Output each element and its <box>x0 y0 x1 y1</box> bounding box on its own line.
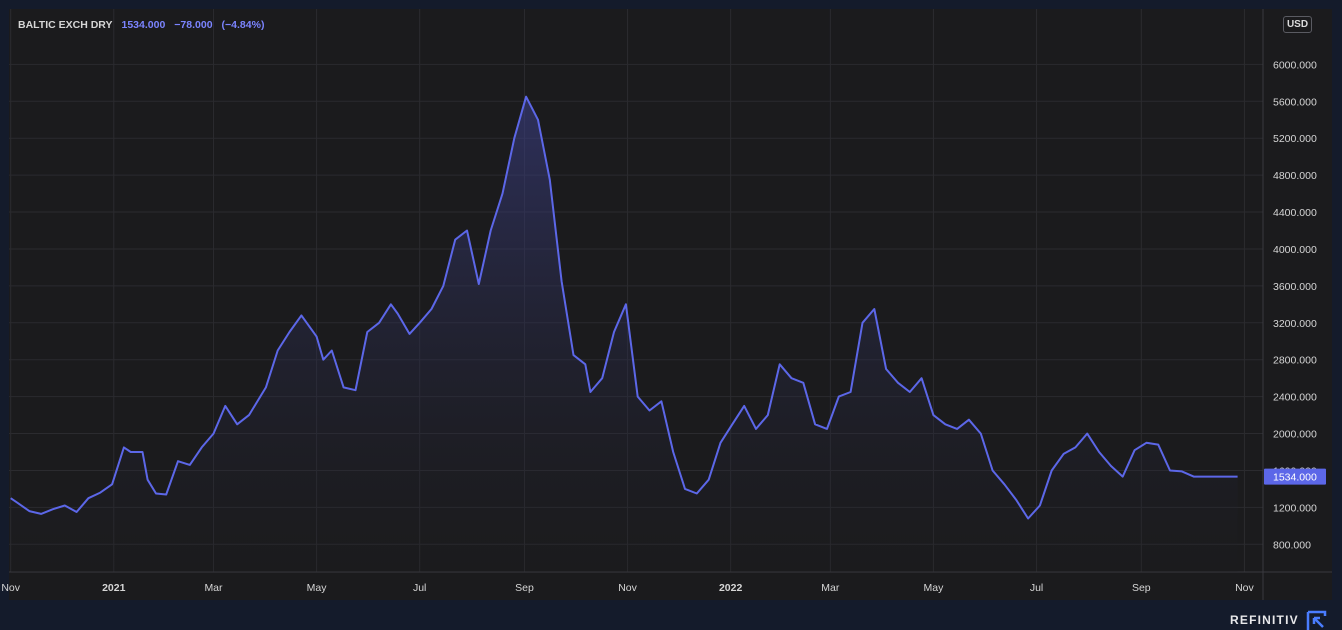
y-tick-label: 3200.000 <box>1273 318 1317 330</box>
series-area-fill <box>10 96 1238 572</box>
x-tick-label: Sep <box>515 582 534 594</box>
x-tick-label: Nov <box>618 582 637 594</box>
y-tick-label: 4000.000 <box>1273 244 1317 256</box>
y-tick-label: 3600.000 <box>1273 281 1317 293</box>
y-tick-label: 4800.000 <box>1273 170 1317 182</box>
x-tick-label: Sep <box>1132 582 1151 594</box>
x-tick-label: May <box>924 582 945 594</box>
y-tick-label: 800.000 <box>1273 539 1311 551</box>
x-tick-label: Mar <box>821 582 840 594</box>
legend-header: BALTIC EXCH DRY 1534.000 −78.000 (−4.84%… <box>18 19 264 33</box>
last-price-tag-label: 1534.000 <box>1273 472 1317 484</box>
brand-logo: REFINITIV <box>1230 610 1327 630</box>
x-tick-label: Mar <box>204 582 223 594</box>
y-tick-label: 6000.000 <box>1273 59 1317 71</box>
refinitiv-logo-icon <box>1306 610 1327 630</box>
y-tick-label: 1200.000 <box>1273 502 1317 514</box>
x-tick-label: 2021 <box>102 582 126 594</box>
series-line-baltic-dry <box>10 95 1238 520</box>
last-price-tag <box>1264 468 1326 485</box>
x-tick-label: Jul <box>413 582 426 594</box>
x-tick-label: Nov <box>1235 582 1254 594</box>
y-tick-label: 5200.000 <box>1273 133 1317 145</box>
y-tick-label: 2400.000 <box>1273 392 1317 404</box>
last-price: 1534.000 <box>121 19 166 31</box>
instrument-name: BALTIC EXCH DRY <box>18 19 113 31</box>
x-tick-label: Nov <box>1 582 20 594</box>
currency-button[interactable]: USD <box>1283 16 1312 33</box>
x-tick-label: Jul <box>1030 582 1043 594</box>
y-tick-label: 5600.000 <box>1273 96 1317 108</box>
price-change-percent: (−4.84%) <box>221 19 265 31</box>
x-tick-label: 2022 <box>719 582 743 594</box>
y-tick-label: 2800.000 <box>1273 355 1317 367</box>
x-tick-label: May <box>307 582 328 594</box>
price-change: −78.000 <box>174 19 213 31</box>
y-tick-label: 4400.000 <box>1273 207 1317 219</box>
y-tick-label: 2000.000 <box>1273 429 1317 441</box>
brand-name: REFINITIV <box>1230 613 1299 627</box>
